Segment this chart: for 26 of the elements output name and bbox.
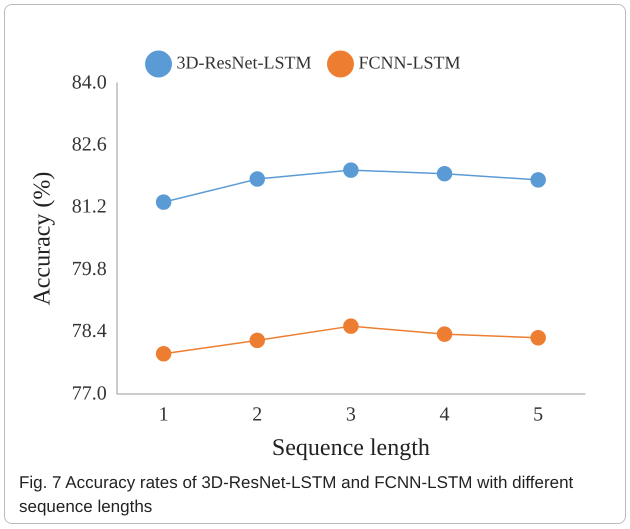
point	[250, 332, 266, 348]
y-tick-label: 84.0	[72, 71, 107, 94]
y-tick-label: 79.8	[72, 258, 107, 280]
point	[156, 194, 172, 210]
x-tick-label: 5	[533, 403, 544, 426]
point	[156, 346, 172, 362]
y-axis-title: Accuracy (%)	[30, 172, 56, 306]
point	[343, 162, 359, 178]
y-tick-label: 82.6	[72, 133, 107, 156]
legend-label: 3D-ResNet-LSTM	[176, 52, 312, 73]
y-tick-label: 81.2	[72, 196, 107, 218]
point	[343, 318, 359, 334]
point	[530, 172, 546, 188]
point	[250, 171, 266, 187]
y-tick-label: 78.4	[72, 320, 107, 342]
x-tick-label: 1	[158, 403, 169, 426]
x-tick-label: 3	[346, 403, 356, 426]
caption: Fig. 7 Accuracy rates of 3D-ResNet-LSTM and FCNN-LSTM with different sequence lengths	[19, 472, 574, 518]
y-tick-label: 77.0	[72, 382, 107, 404]
point	[436, 326, 452, 342]
x-tick-label: 2	[252, 403, 262, 426]
point	[436, 166, 452, 182]
x-tick-label: 4	[440, 403, 450, 426]
legend-label: FCNN-LSTM	[358, 52, 460, 73]
point	[530, 330, 546, 346]
x-axis-title: Sequence length	[272, 434, 430, 461]
